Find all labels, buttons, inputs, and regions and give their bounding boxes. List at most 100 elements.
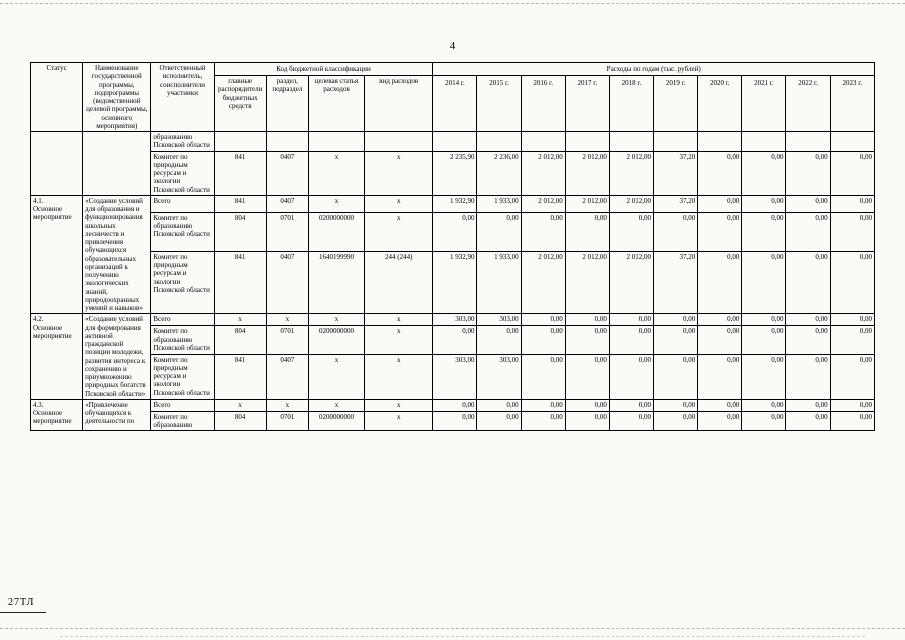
budget-code-cell [364,131,434,152]
expense-value-cell [476,131,522,152]
budget-code-cell: 0200000000 [307,211,366,252]
expense-value-cell [432,131,478,152]
col-header-code-administrators: главные распорядители бюджетных средств [213,75,267,132]
table-body: образованию Псковской области Комитет по … [29,131,876,432]
name-cell: «Создание условий для формирования актив… [82,313,152,400]
budget-code-cell: 841 [213,194,267,213]
stamp-underline [0,612,46,613]
budget-code-cell [265,131,309,152]
table-container: Статус Наименование государственной прог… [29,62,876,432]
table-row: 4.1. Основное мероприятие «Создание услов… [29,194,876,315]
expense-value-cell: 0,00 [520,313,566,327]
expense-value-cell: 2 012,00 [608,194,655,213]
budget-code-cell: 841 [213,250,267,315]
table-row: Комитет по природным ресурсам и экологии… [31,150,876,196]
expense-value-cell: 303,00 [432,313,478,327]
expense-value-cell: 0,00 [741,313,787,327]
expense-value-cell: 0,00 [829,353,876,400]
table-row: Комитет по природным ресурсам и экологии… [31,250,876,315]
expense-value-cell: 303,00 [432,353,478,400]
col-header-year-2021: 2021 г. [741,75,787,132]
executor-cell: Комитет по природным ресурсам и экологии… [150,353,215,400]
expense-value-cell: 1 932,90 [432,250,478,315]
table-row: Комитет по образованию 804 0701 0200000000 x… [31,410,876,432]
expense-value-cell: 0,00 [520,353,566,400]
expense-value-cell: 0,00 [432,325,478,355]
budget-code-cell [307,131,366,152]
executor-cell: Комитет по образованию Псковской области [150,211,215,252]
expense-value-cell: 0,00 [608,410,655,432]
col-header-expenses-group: Расходы по годам (тыс. рублей) [432,62,875,76]
expense-value-cell: 0,00 [785,398,831,412]
expense-value-cell: 0,00 [741,325,787,355]
col-header-year-2016: 2016 г. [520,75,566,132]
expense-value-cell: 0,00 [520,325,566,355]
col-header-code-target-item: целевая статья расходов [307,75,366,132]
budget-code-cell: 1640199990 [307,250,366,315]
expense-value-cell: 0,00 [697,250,743,315]
expense-value-cell: 0,00 [829,325,876,355]
expense-value-cell: 0,00 [697,211,743,252]
expense-value-cell: 0,00 [608,313,655,327]
col-header-year-2017: 2017 г. [564,75,610,132]
budget-code-cell: x [364,150,434,196]
expense-value-cell: 2 235,90 [432,150,478,196]
expense-value-cell: 0,00 [697,150,743,196]
budget-code-cell: 804 [213,211,267,252]
expense-value-cell: 303,00 [476,313,522,327]
expense-value-cell [564,131,610,152]
name-cell [82,131,152,196]
expense-value-cell: 0,00 [829,410,876,432]
expense-value-cell: 0,00 [608,325,655,355]
budget-code-cell: x [265,313,309,327]
col-header-code-expense-type: вид расходов [364,75,434,132]
expense-value-cell: 37,20 [653,194,699,213]
executor-cell: Всего [150,194,215,213]
budget-code-cell: 0200000000 [307,325,366,355]
expense-value-cell: 0,00 [476,325,522,355]
expense-value-cell: 0,00 [476,211,522,252]
budget-code-cell: 841 [213,353,267,400]
expense-value-cell: 0,00 [697,194,743,213]
expense-value-cell: 2 012,00 [520,194,566,213]
budget-code-cell: 0200000000 [307,410,366,432]
col-header-name: Наименование государственной программы, … [82,62,152,132]
expense-value-cell: 0,00 [653,325,699,355]
budget-code-cell: 804 [213,325,267,355]
col-header-code-group: Код бюджетной классификации [213,62,434,76]
budget-code-cell: x [307,313,366,327]
name-cell: «Создание условий для образования и функ… [82,194,152,315]
expense-value-cell [520,131,566,152]
expense-value-cell: 0,00 [697,325,743,355]
col-header-year-2015: 2015 г. [476,75,522,132]
expense-value-cell: 0,00 [785,150,831,196]
expense-value-cell: 0,00 [653,313,699,327]
budget-code-cell: 0701 [265,410,309,432]
expense-value-cell: 0,00 [785,250,831,315]
expense-value-cell: 0,00 [520,398,566,412]
col-header-year-2023: 2023 г. [829,75,876,132]
expense-value-cell: 0,00 [564,313,610,327]
expense-value-cell: 0,00 [741,250,787,315]
expense-value-cell: 0,00 [653,398,699,412]
expense-value-cell: 2 236,00 [476,150,522,196]
expense-value-cell: 0,00 [476,398,522,412]
expense-value-cell [697,131,743,152]
expense-value-cell: 0,00 [564,211,610,252]
expense-value-cell [785,131,831,152]
expense-value-cell [829,131,876,152]
expense-value-cell: 0,00 [741,211,787,252]
scan-artifact-line [0,628,905,629]
col-header-year-2022: 2022 г. [785,75,831,132]
expense-value-cell: 0,00 [432,398,478,412]
budget-code-cell: 0701 [265,325,309,355]
table-row: Комитет по природным ресурсам и экологии… [31,353,876,400]
table-row: 4.3. Основное мероприятие «Привлечение об… [29,398,876,432]
budget-code-cell: 804 [213,410,267,432]
table-row: 4.2. Основное мероприятие «Создание услов… [29,313,876,400]
scan-artifact-line [0,3,905,4]
budget-code-cell: x [307,194,366,213]
budget-code-cell: x [213,398,267,412]
expense-value-cell: 0,00 [432,410,478,432]
